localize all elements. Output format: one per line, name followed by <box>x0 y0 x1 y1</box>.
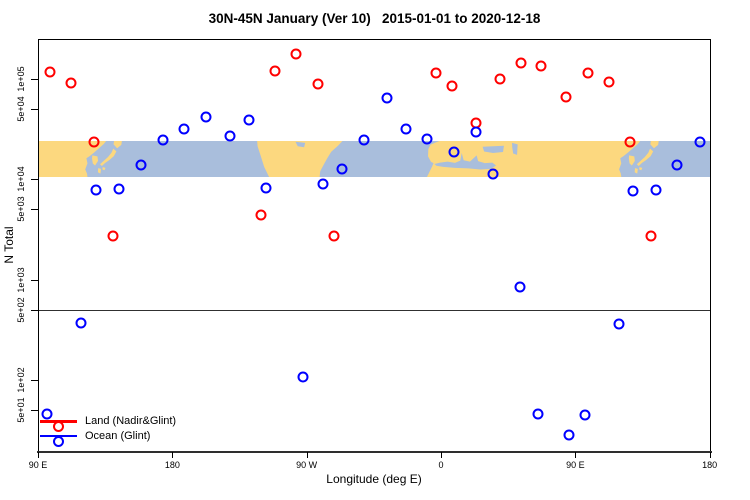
scatter-point-ocean <box>671 159 683 171</box>
scatter-point-land <box>560 91 572 103</box>
y-tick <box>31 179 38 181</box>
scatter-point-land <box>65 77 77 89</box>
scatter-point-ocean <box>358 134 370 146</box>
scatter-point-land <box>44 66 56 78</box>
scatter-point-ocean <box>178 123 190 135</box>
scatter-point-land <box>430 67 442 79</box>
x-tick-label: 90 W <box>296 460 318 470</box>
scatter-point-land <box>88 136 100 148</box>
scatter-point-ocean <box>448 146 460 158</box>
scatter-point-ocean <box>532 408 544 420</box>
scatter-point-land <box>624 136 636 148</box>
scatter-point-ocean <box>579 409 591 421</box>
y-tick <box>31 279 38 281</box>
scatter-point-land <box>582 67 594 79</box>
x-tick-label: 90 E <box>566 460 585 470</box>
scatter-point-ocean <box>421 133 433 145</box>
x-tick <box>306 452 308 458</box>
scatter-point-ocean <box>514 281 526 293</box>
scatter-point-land <box>290 48 302 60</box>
scatter-point-ocean <box>650 184 662 196</box>
scatter-point-ocean <box>260 182 272 194</box>
x-tick <box>575 452 577 458</box>
y-tick-label: 5e+02 <box>16 297 26 323</box>
scatter-point-ocean <box>381 92 393 104</box>
scatter-point-land <box>107 230 119 242</box>
scatter-point-ocean <box>487 168 499 180</box>
legend-marker-land-icon <box>53 421 64 433</box>
y-tick-label: 5e+04 <box>16 96 26 122</box>
x-tick <box>709 452 711 458</box>
scatter-point-land <box>515 57 527 69</box>
scatter-point-ocean <box>243 114 255 126</box>
y-tick <box>31 109 38 111</box>
y-tick <box>31 410 38 412</box>
legend-marker-ocean-icon <box>53 435 64 447</box>
world-map-band <box>39 141 710 177</box>
scatter-point-ocean <box>200 111 212 123</box>
scatter-point-land <box>603 76 615 88</box>
chart-title: 30N-45N January (Ver 10) 2015-01-01 to 2… <box>208 11 541 26</box>
x-axis-line <box>37 450 712 453</box>
y-tick <box>31 309 38 311</box>
scatter-point-ocean <box>470 126 482 138</box>
scatter-point-ocean <box>627 185 639 197</box>
legend-label-ocean: Ocean (Glint) <box>85 429 151 442</box>
scatter-point-ocean <box>336 163 348 175</box>
y-tick <box>31 209 38 211</box>
y-tick-label: 1e+03 <box>16 266 26 293</box>
scatter-point-land <box>269 65 281 77</box>
scatter-point-ocean <box>75 317 87 329</box>
x-tick <box>172 452 174 458</box>
scatter-point-ocean <box>157 134 169 146</box>
scatter-point-ocean <box>41 408 53 420</box>
scatter-point-land <box>328 230 340 242</box>
scatter-point-land <box>255 209 267 221</box>
reference-line-500 <box>39 309 710 311</box>
map-sea-cutouts <box>295 141 518 170</box>
y-tick-label: 1e+05 <box>16 66 26 92</box>
scatter-point-ocean <box>90 184 102 196</box>
x-tick-label: 0 <box>438 460 444 470</box>
scatter-point-land <box>645 230 657 242</box>
scatter-point-land <box>494 73 506 85</box>
x-tick-label: 180 <box>164 460 180 470</box>
scatter-point-ocean <box>113 183 125 195</box>
plot-area-border <box>38 39 711 452</box>
legend-label-land: Land (Nadir&Glint) <box>85 415 177 427</box>
x-tick <box>38 452 39 458</box>
x-tick-label: 90 E <box>28 460 48 470</box>
scatter-point-ocean <box>563 429 575 441</box>
y-tick <box>31 79 38 80</box>
y-tick-label: 1e+02 <box>16 367 26 393</box>
scatter-point-land <box>535 60 547 72</box>
y-tick-label: 5e+03 <box>16 196 26 223</box>
y-tick <box>31 379 38 381</box>
x-axis-title: Longitude (deg E) <box>326 472 422 486</box>
scatter-point-ocean <box>224 130 236 142</box>
scatter-point-ocean <box>297 371 309 383</box>
scatter-point-ocean <box>613 318 625 330</box>
scatter-point-ocean <box>317 178 329 190</box>
y-tick-label: 1e+04 <box>16 166 26 192</box>
y-tick-label: 5e+01 <box>16 397 26 423</box>
x-tick-label: 180 <box>702 460 718 470</box>
scatter-point-land <box>446 80 458 92</box>
scatter-point-ocean <box>400 123 412 135</box>
scatter-point-ocean <box>135 159 147 171</box>
y-axis-title: N Total <box>2 226 16 264</box>
scatter-point-land <box>312 78 324 90</box>
scatter-point-ocean <box>694 136 706 148</box>
x-tick <box>441 452 443 458</box>
